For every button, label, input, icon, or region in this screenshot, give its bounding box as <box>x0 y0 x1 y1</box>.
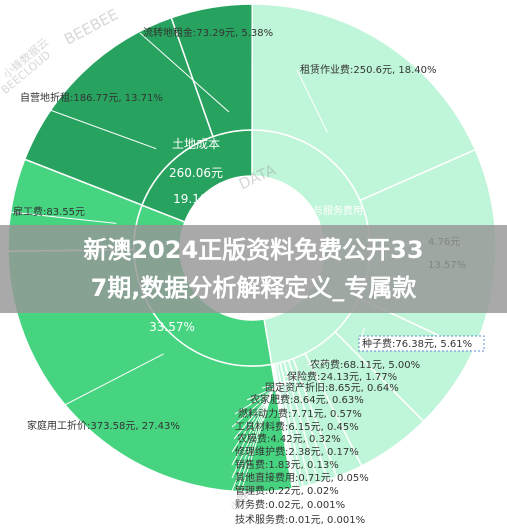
leader-line <box>23 353 164 427</box>
outer-slice-label: 流转地租金:73.29元, 5.38% <box>143 26 273 39</box>
outer-slice-label: 固定资产折旧:8.65元, 0.64% <box>265 381 399 394</box>
outer-slice-label: 财务费:0.02元, 0.001% <box>235 498 345 511</box>
banner-line-1: 新澳2024正版资料免费公开33 <box>83 236 424 264</box>
outer-slice-label: 修理维护费:2.38元, 0.17% <box>235 445 359 458</box>
leader-line <box>16 97 157 150</box>
inner-label-labor-percent: 33.57% <box>149 320 195 334</box>
inner-label-material-name: 物质与服务费用 <box>293 204 363 217</box>
outer-slice-label: 种子费:76.38元, 5.61% <box>362 337 472 350</box>
label-highlight-box <box>358 335 485 352</box>
inner-labels: 土地成本 260.06元 19.10% 物质与服务费用 33.57% <box>149 137 363 334</box>
outer-slice-label: 保险费:24.13元, 1.77% <box>287 370 397 383</box>
banner-line-2: 7期,数据分析解释定义_专属款 <box>90 274 417 302</box>
outer-slice-label: 农膜费:4.42元, 0.32% <box>237 432 341 445</box>
outer-slice-label: 雇工费:83.55元 <box>13 205 85 218</box>
outer-slice-label: 燃料动力费:7.71元, 0.57% <box>238 407 362 420</box>
leader-line <box>9 211 117 224</box>
leader-line <box>231 383 276 479</box>
outer-slice-label: 自营地折租:186.77元, 13.71% <box>20 91 163 104</box>
outer-slice-label: 农家肥费:8.64元, 0.63% <box>250 393 364 406</box>
leader-line <box>231 383 276 506</box>
outer-labels: 租赁作业费:250.6元, 18.40%4.76元13.57%种子费:76.38… <box>13 26 485 526</box>
inner-label-land-percent: 19.10% <box>173 192 219 206</box>
outer-slice-label: 家庭用工折价:373.58元, 27.43% <box>27 419 180 432</box>
overlay-banner-text: 新澳2024正版资料免费公开33 7期,数据分析解释定义_专属款 <box>0 231 507 307</box>
inner-slice <box>141 129 253 223</box>
outer-slice-label: 销售费:1.83元, 0.13% <box>235 458 339 471</box>
leader-line <box>296 69 328 133</box>
outer-slice-label: 其他直接费用:0.71元, 0.05% <box>235 471 369 484</box>
leader-line <box>231 383 276 492</box>
leader-line <box>139 32 230 113</box>
overlay-banner <box>0 225 507 313</box>
inner-label-land-value: 260.06元 <box>169 166 223 180</box>
inner-label-land-name: 土地成本 <box>172 137 220 151</box>
outer-slice-label: 农药费:68.11元, 5.00% <box>310 358 420 371</box>
leader-line <box>306 359 333 366</box>
outer-slice-label: 技术服务费:0.01元, 0.001% <box>235 513 365 526</box>
outer-slice-label: 租赁作业费:250.6元, 18.40% <box>300 63 436 76</box>
outer-slice-label: 管理费:0.22元, 0.02% <box>235 484 339 497</box>
leader-line <box>283 374 308 378</box>
leader-line <box>231 383 276 521</box>
outer-slice-label: 工具材料费:6.15元, 0.45% <box>235 420 359 433</box>
